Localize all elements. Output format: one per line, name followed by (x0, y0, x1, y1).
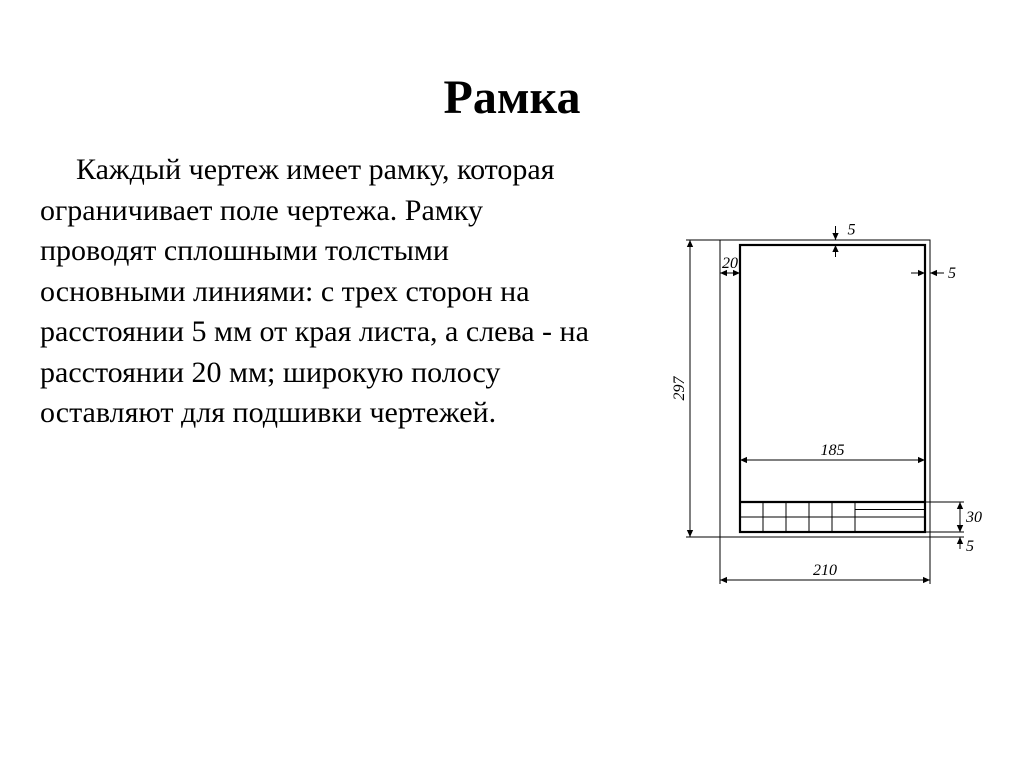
svg-text:297: 297 (671, 376, 688, 401)
page-title: Рамка (0, 70, 1024, 125)
svg-text:20: 20 (722, 255, 738, 272)
body-paragraph: Каждый чертеж имеет рамку, которая огран… (40, 150, 600, 434)
frame-diagram: 297 210 5 20 5 185 30 5 (640, 170, 1000, 650)
svg-text:30: 30 (965, 509, 982, 526)
svg-text:210: 210 (813, 562, 837, 579)
svg-text:5: 5 (848, 222, 856, 239)
svg-text:5: 5 (948, 265, 956, 282)
svg-text:185: 185 (821, 442, 845, 459)
svg-text:5: 5 (966, 538, 974, 555)
slide: Рамка Каждый чертеж имеет рамку, которая… (0, 0, 1024, 768)
